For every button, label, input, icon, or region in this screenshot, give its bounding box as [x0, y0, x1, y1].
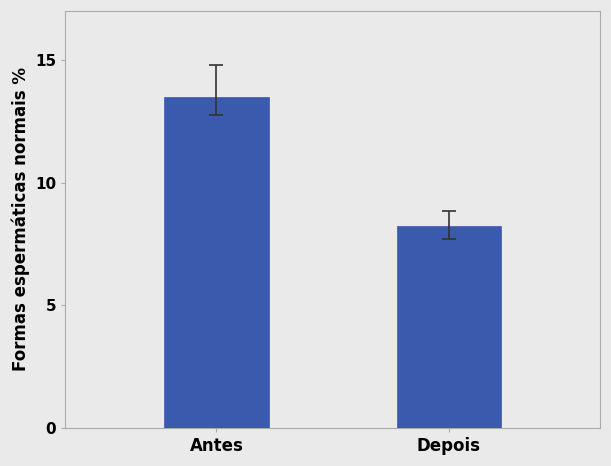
Bar	[397, 226, 501, 428]
Bar	[164, 97, 269, 428]
Y-axis label: Formas espermáticas normais %: Formas espermáticas normais %	[11, 68, 29, 371]
